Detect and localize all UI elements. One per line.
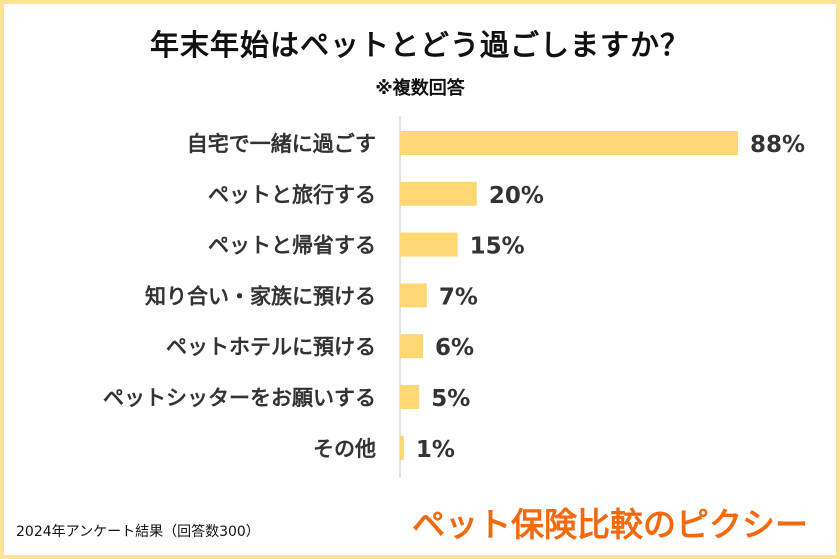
chart-subtitle: ※複数回答 bbox=[375, 78, 465, 99]
value-label-1: 20% bbox=[489, 183, 544, 209]
bar-4 bbox=[400, 334, 424, 359]
value-label-2: 15% bbox=[470, 234, 525, 260]
survey-footnote: 2024年アンケート結果（回答数300） bbox=[16, 524, 260, 540]
brand-logo-text: ペット保険比較のピクシー bbox=[412, 505, 808, 544]
value-label-3: 7% bbox=[439, 284, 478, 310]
bar-2 bbox=[400, 232, 458, 257]
value-label-5: 5% bbox=[431, 386, 470, 412]
category-label-6: その他 bbox=[313, 437, 376, 461]
bar-5 bbox=[400, 385, 420, 409]
value-label-4: 6% bbox=[435, 335, 474, 361]
bar-3 bbox=[400, 283, 427, 308]
category-label-4: ペットホテルに預ける bbox=[166, 335, 376, 359]
category-label-3: 知り合い・家族に預ける bbox=[145, 284, 376, 308]
category-label-1: ペットと旅行する bbox=[208, 183, 376, 207]
category-label-0: 自宅で一緒に過ごす bbox=[187, 132, 376, 156]
bar-6 bbox=[400, 435, 404, 460]
category-label-5: ペットシッターをお願いする bbox=[103, 386, 376, 410]
category-label-2: ペットと帰省する bbox=[208, 234, 376, 258]
value-label-6: 1% bbox=[416, 437, 455, 463]
chart-title: 年末年始はペットとどう過ごしますか？ bbox=[149, 28, 690, 62]
bar-0 bbox=[400, 131, 738, 155]
value-label-0: 88% bbox=[750, 132, 805, 158]
bar-1 bbox=[400, 181, 477, 206]
